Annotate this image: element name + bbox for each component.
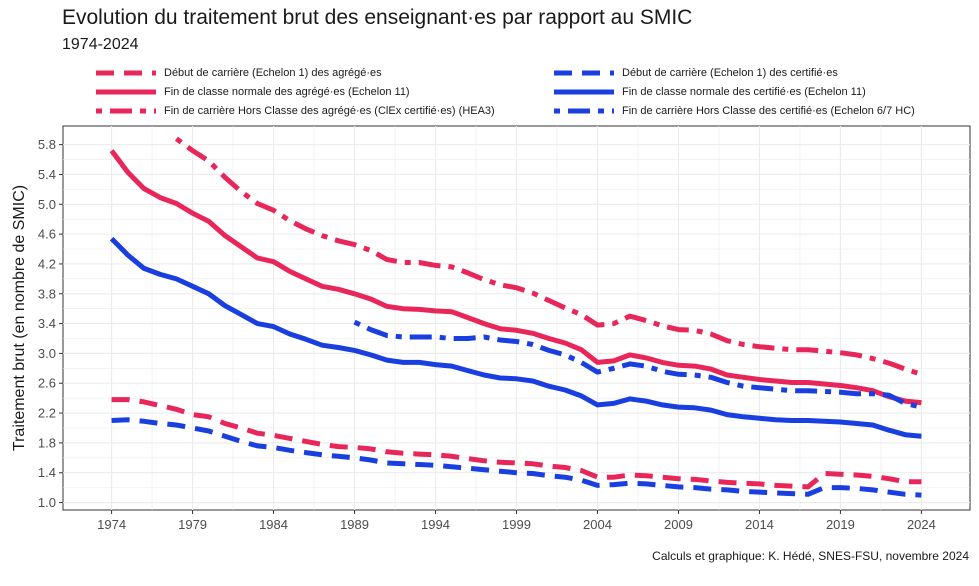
y-tick-label: 2.6 bbox=[38, 376, 56, 391]
y-axis-label: Traitement brut (en nombre de SMIC) bbox=[11, 185, 28, 451]
legend-label: Fin de carrière Hors Classe des certifié… bbox=[622, 105, 915, 117]
legend-item: Fin de carrière Hors Classe des certifié… bbox=[550, 101, 915, 121]
legend-item: Fin de carrière Hors Classe des agrégé·e… bbox=[92, 101, 495, 121]
legend-item: Fin de classe normale des certifié·es (E… bbox=[550, 82, 866, 102]
x-tick-label: 2009 bbox=[664, 517, 693, 532]
legend-item: Début de carrière (Echelon 1) des agrégé… bbox=[92, 63, 382, 83]
y-tick-label: 4.2 bbox=[38, 256, 56, 271]
y-tick-label: 4.6 bbox=[38, 227, 56, 242]
legend-key-solid bbox=[554, 89, 614, 95]
chart-subtitle: 1974-2024 bbox=[62, 36, 139, 53]
y-tick-label: 1.4 bbox=[38, 465, 56, 480]
y-tick-label: 3.8 bbox=[38, 286, 56, 301]
legend-label: Fin de classe normale des certifié·es (E… bbox=[622, 86, 866, 98]
legend-label: Début de carrière (Echelon 1) des agrégé… bbox=[164, 67, 382, 79]
x-tick-label: 2024 bbox=[907, 517, 936, 532]
y-tick-label: 2.2 bbox=[38, 406, 56, 421]
x-tick-label: 1984 bbox=[259, 517, 288, 532]
x-axis-ticks: 1974 1979 1984 1989 1994 1999 2004 2009 2014 2019… bbox=[97, 510, 936, 532]
legend-label: Fin de carrière Hors Classe des agrégé·e… bbox=[164, 105, 495, 117]
legend-key-dashdot bbox=[96, 108, 156, 114]
x-tick-label: 1974 bbox=[97, 517, 126, 532]
y-tick-label: 5.8 bbox=[38, 137, 56, 152]
x-tick-label: 1979 bbox=[178, 517, 207, 532]
series-line-5 bbox=[353, 319, 922, 410]
legend-item: Début de carrière (Echelon 1) des certif… bbox=[550, 63, 838, 83]
y-tick-label: 3.0 bbox=[38, 346, 56, 361]
legend-key-dashed bbox=[96, 70, 156, 76]
series-line-2 bbox=[109, 149, 922, 406]
series-line-0 bbox=[111, 397, 922, 490]
x-tick-label: 1999 bbox=[502, 517, 531, 532]
legend-key-solid bbox=[96, 89, 156, 95]
x-tick-label: 1989 bbox=[340, 517, 369, 532]
series-lines bbox=[109, 136, 923, 498]
x-tick-label: 1994 bbox=[421, 517, 450, 532]
series-line-4 bbox=[174, 136, 923, 377]
legend: Début de carrière (Echelon 1) des agrégé… bbox=[92, 63, 972, 123]
series-line-1 bbox=[111, 417, 922, 498]
y-tick-label: 1.8 bbox=[38, 435, 56, 450]
legend-key-dashdot bbox=[554, 108, 614, 114]
legend-key-dashed bbox=[554, 70, 614, 76]
x-tick-label: 2014 bbox=[745, 517, 774, 532]
y-tick-label: 3.4 bbox=[38, 316, 56, 331]
x-tick-label: 2019 bbox=[826, 517, 855, 532]
y-axis-ticks: 1.0 1.4 1.8 2.2 2.6 3.0 3.4 3.8 4.2 4.6 5.0 5.4 5.8 bbox=[38, 137, 63, 510]
y-tick-label: 5.4 bbox=[38, 167, 56, 182]
legend-label: Fin de classe normale des agrégé·es (Ech… bbox=[164, 86, 410, 98]
caption: Calculs et graphique: K. Hédé, SNES-FSU,… bbox=[652, 549, 969, 563]
series-line-3 bbox=[109, 236, 922, 439]
chart-title: Evolution du traitement brut des enseign… bbox=[62, 6, 693, 29]
legend-item: Fin de classe normale des agrégé·es (Ech… bbox=[92, 82, 410, 102]
x-tick-label: 2004 bbox=[583, 517, 612, 532]
y-tick-label: 5.0 bbox=[38, 197, 56, 212]
legend-label: Début de carrière (Echelon 1) des certif… bbox=[622, 67, 838, 79]
y-tick-label: 1.0 bbox=[38, 495, 56, 510]
